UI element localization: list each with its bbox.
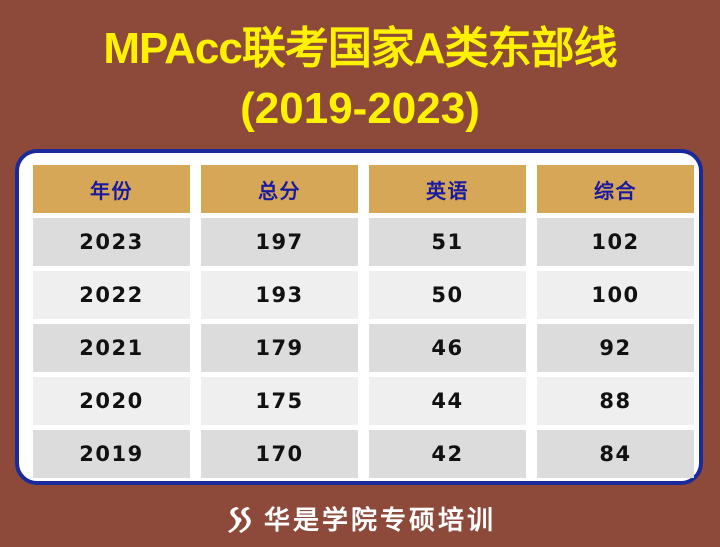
table-cell: 50: [369, 271, 526, 319]
table-cell: 175: [201, 377, 358, 425]
header-year: 年份: [33, 165, 190, 213]
page-subtitle-years: (2019-2023): [240, 84, 480, 133]
header-comprehensive: 综合: [537, 165, 694, 213]
table-cell: 100: [537, 271, 694, 319]
table-cell: 2023: [33, 218, 190, 266]
table-cell: 2021: [33, 324, 190, 372]
page-title: MPAcc联考国家A类东部线: [103, 24, 617, 73]
footer-text: 华是学院专硕培训: [263, 506, 496, 536]
score-table: 年份 总分 英语 综合 2023 197 51 102 2022 193 50 …: [33, 165, 694, 478]
table-cell: 42: [369, 430, 526, 478]
score-table-panel: 年份 总分 英语 综合 2023 197 51 102 2022 193 50 …: [15, 149, 703, 485]
table-cell: 197: [201, 218, 358, 266]
table-cell: 92: [537, 324, 694, 372]
table-cell: 44: [369, 377, 526, 425]
table-cell: 46: [369, 324, 526, 372]
table-cell: 2022: [33, 271, 190, 319]
table-cell: 170: [201, 430, 358, 478]
table-cell: 88: [537, 377, 694, 425]
header-total: 总分: [201, 165, 358, 213]
table-cell: 2020: [33, 377, 190, 425]
table-cell: 2019: [33, 430, 190, 478]
header-english: 英语: [369, 165, 526, 213]
ss-logo-icon: [227, 506, 251, 533]
table-cell: 193: [201, 271, 358, 319]
table-cell: 102: [537, 218, 694, 266]
table-cell: 51: [369, 218, 526, 266]
table-cell: 84: [537, 430, 694, 478]
footer-brand: 华是学院专硕培训: [0, 500, 720, 537]
table-cell: 179: [201, 324, 358, 372]
